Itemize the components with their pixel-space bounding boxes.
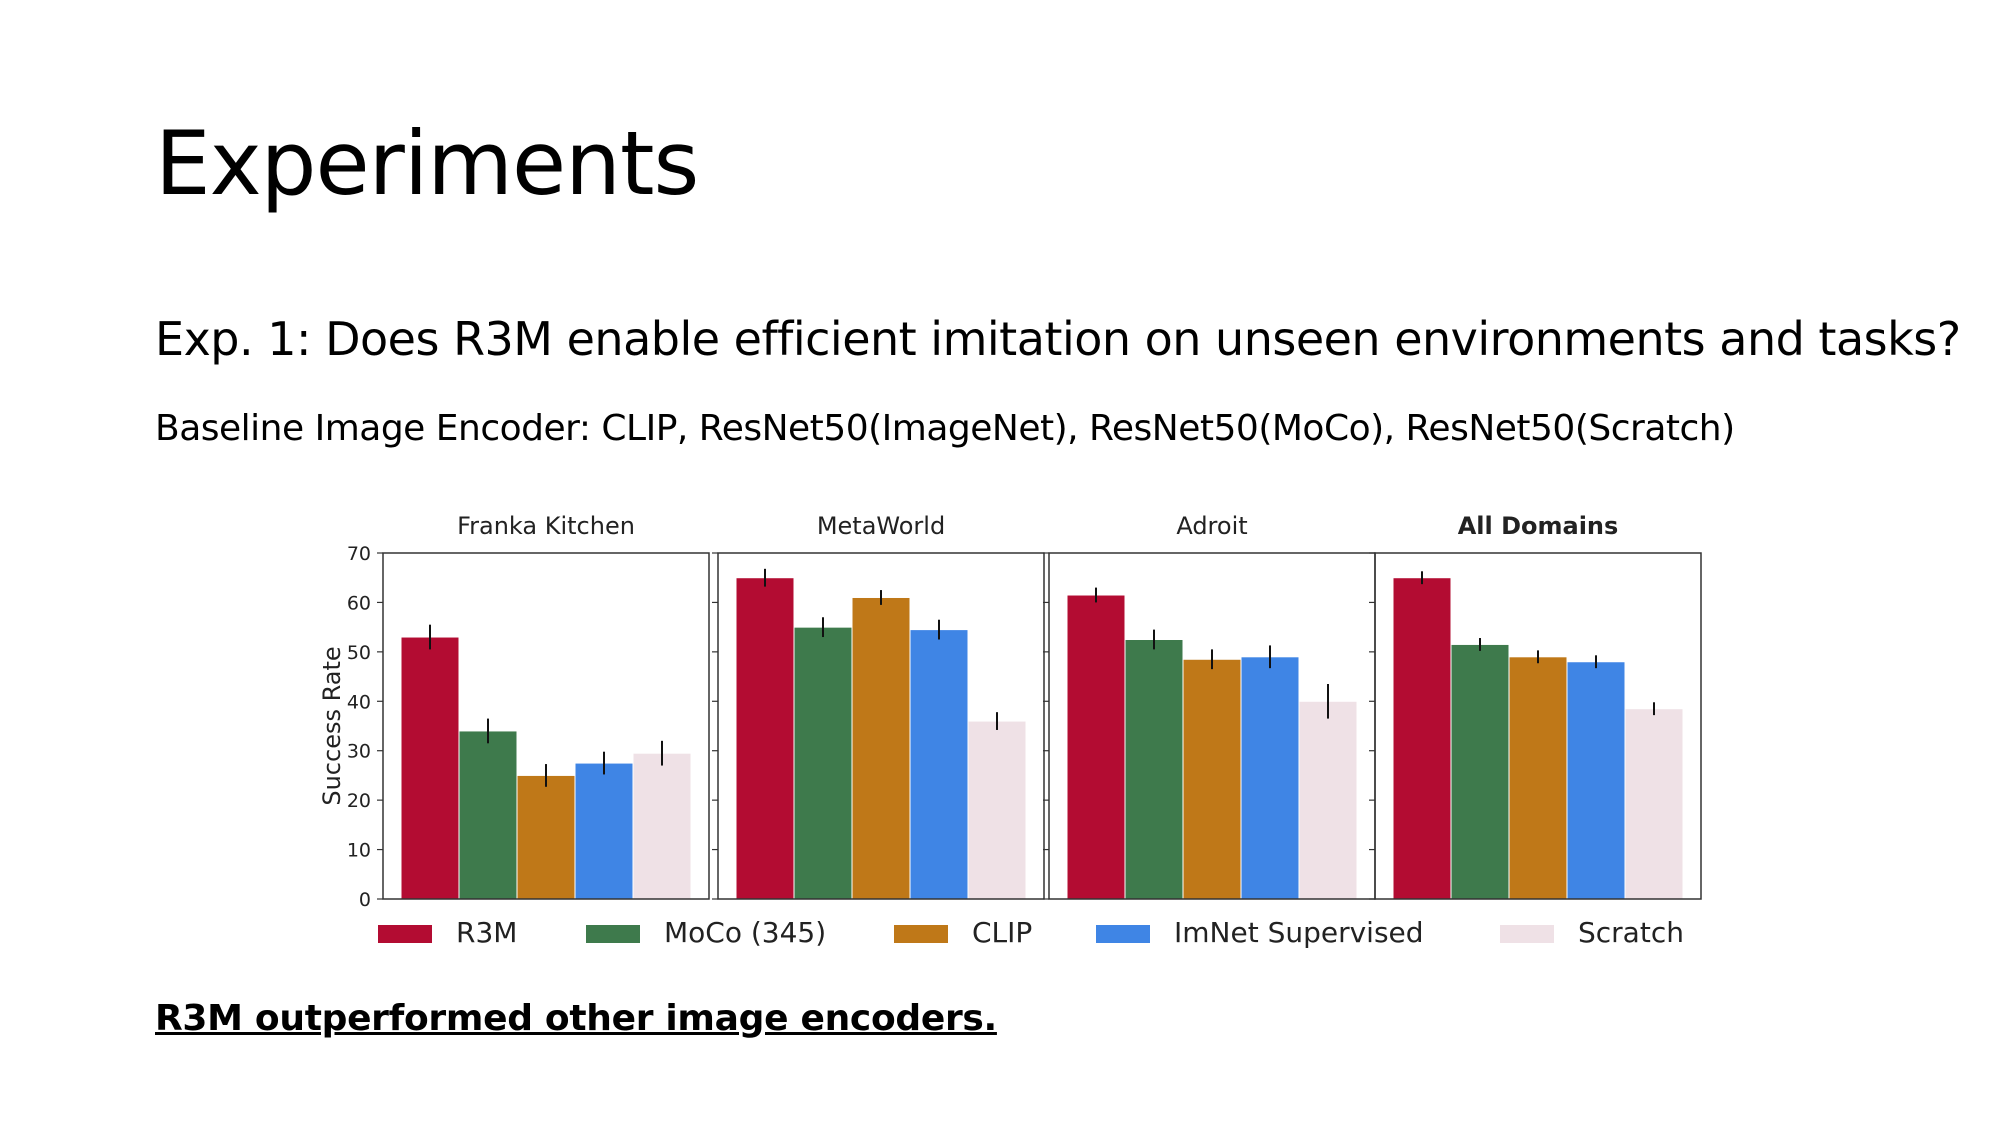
y-tick-label: 40 (347, 691, 371, 713)
y-tick-label: 60 (347, 592, 371, 614)
bar (1392, 577, 1452, 900)
bar (516, 774, 576, 900)
legend-label: MoCo (345) (664, 916, 826, 949)
bar (793, 626, 853, 900)
y-tick-label: 0 (359, 889, 371, 911)
y-tick-label: 70 (347, 543, 371, 565)
bar (1624, 708, 1684, 900)
bar (632, 752, 692, 900)
legend-label: ImNet Supervised (1174, 916, 1424, 949)
bar (735, 577, 795, 900)
bar (1066, 594, 1126, 900)
legend-label: CLIP (972, 916, 1032, 949)
y-tick-label: 50 (347, 642, 371, 664)
panel-title: Adroit (1176, 512, 1247, 540)
slide-title: Experiments (155, 112, 699, 215)
bar (400, 636, 460, 900)
y-tick-label: 20 (347, 790, 371, 812)
y-tick-label: 30 (347, 741, 371, 763)
legend-swatch (1500, 925, 1554, 943)
bar (458, 730, 518, 900)
legend-swatch (378, 925, 432, 943)
panel-frame (382, 552, 710, 900)
bar (1450, 643, 1510, 900)
panel-title: Franka Kitchen (457, 512, 635, 540)
bar (851, 596, 911, 900)
bar (574, 762, 634, 900)
panel-title: All Domains (1458, 512, 1619, 540)
legend-label: R3M (456, 916, 517, 949)
bar (967, 720, 1027, 900)
bar (909, 629, 969, 900)
bar (1182, 658, 1242, 900)
bar (1124, 639, 1184, 900)
bar (1566, 661, 1626, 900)
legend-swatch (586, 925, 640, 943)
legend-swatch (1096, 925, 1150, 943)
bar (1508, 656, 1568, 900)
bar (1298, 700, 1358, 900)
y-tick-label: 10 (347, 840, 371, 862)
baseline-encoders-text: Baseline Image Encoder: CLIP, ResNet50(I… (155, 408, 1735, 449)
experiment-question: Exp. 1: Does R3M enable efficient imitat… (155, 312, 1961, 366)
bar (1240, 656, 1300, 900)
panel-title: MetaWorld (817, 512, 945, 540)
conclusion-text: R3M outperformed other image encoders. (155, 998, 997, 1039)
panel-frame (717, 552, 1045, 900)
legend-label: Scratch (1578, 916, 1684, 949)
panel-frame (1374, 552, 1702, 900)
y-axis-label: Success Rate (318, 646, 346, 805)
legend-swatch (894, 925, 948, 943)
